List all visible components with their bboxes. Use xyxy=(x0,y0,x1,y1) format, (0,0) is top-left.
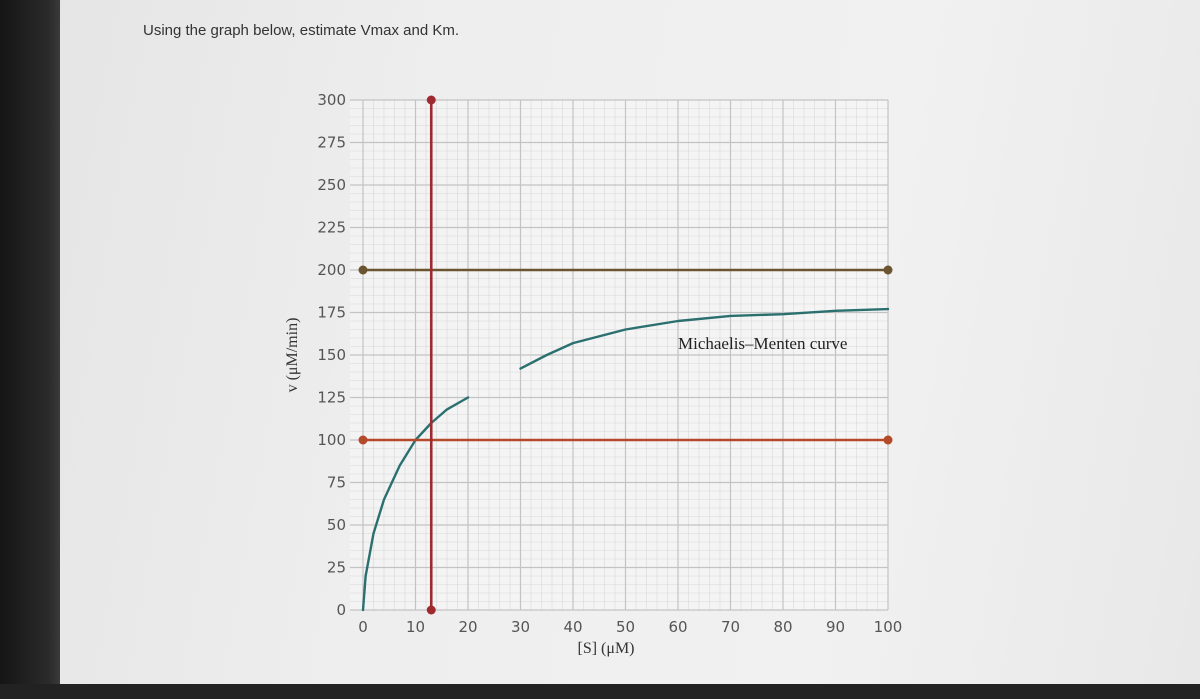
y-tick-label: 100 xyxy=(317,431,346,449)
x-tick-label: 30 xyxy=(511,618,530,636)
reference-line-endpoint xyxy=(358,435,368,445)
reference-line-endpoint xyxy=(358,265,368,275)
x-axis-ticks: 0 10 20 30 40 50 60 70 80 90 100 xyxy=(358,618,902,636)
x-tick-label: 80 xyxy=(773,618,792,636)
y-tick-label: 250 xyxy=(317,176,346,194)
michaelis-menten-curve xyxy=(361,307,890,612)
x-tick-label: 90 xyxy=(826,618,845,636)
y-axis-label: v (μM/min) xyxy=(284,318,301,393)
x-tick-label: 100 xyxy=(874,618,903,636)
y-tick-label: 300 xyxy=(317,91,346,109)
y-tick-label: 75 xyxy=(327,474,346,492)
x-tick-label: 70 xyxy=(721,618,740,636)
x-tick-label: 40 xyxy=(563,618,582,636)
y-tick-label: 200 xyxy=(317,261,346,279)
x-tick-label: 0 xyxy=(358,618,368,636)
reference-line-endpoint xyxy=(883,435,893,445)
y-tick-label: 150 xyxy=(317,346,346,364)
y-tick-label: 50 xyxy=(327,516,346,534)
reference-line-endpoint xyxy=(426,605,436,615)
y-tick-label: 175 xyxy=(317,304,346,322)
curve-segment xyxy=(361,396,470,612)
x-tick-label: 50 xyxy=(616,618,635,636)
curve-segment xyxy=(519,307,890,370)
y-tick-label: 275 xyxy=(317,134,346,152)
x-tick-label: 10 xyxy=(406,618,425,636)
x-tick-label: 20 xyxy=(458,618,477,636)
reference-line-endpoint xyxy=(426,95,436,105)
x-tick-label: 60 xyxy=(668,618,687,636)
monitor-bezel-bottom xyxy=(0,684,1200,699)
reference-lines xyxy=(358,95,893,615)
y-axis-ticks: 0 25 50 75 100 125 150 175 200 225 250 275 300 xyxy=(317,91,346,619)
reference-line-endpoint xyxy=(883,265,893,275)
x-axis-label: [S] (μM) xyxy=(577,640,634,657)
curve-label: Michaelis–Menten curve xyxy=(678,334,847,353)
y-tick-label: 125 xyxy=(317,389,346,407)
y-tick-label: 0 xyxy=(336,601,346,619)
y-tick-label: 225 xyxy=(317,219,346,237)
question-text: Using the graph below, estimate Vmax and… xyxy=(143,22,459,39)
y-tick-label: 25 xyxy=(327,559,346,577)
monitor-bezel-left xyxy=(0,0,60,699)
